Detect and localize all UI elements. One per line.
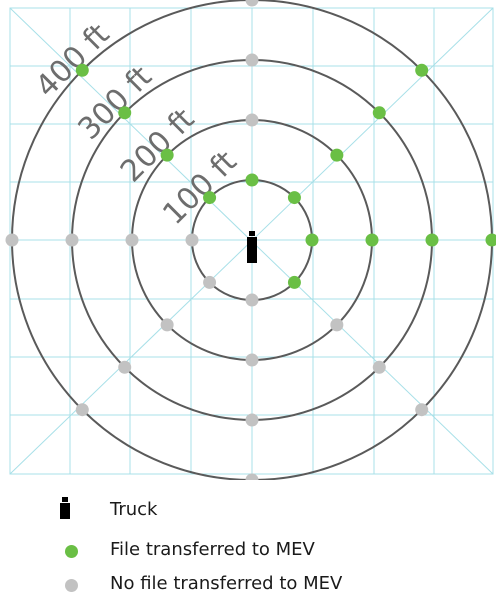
point-no-file-transferred [160, 318, 174, 332]
point-no-file-transferred [75, 403, 89, 417]
truck-icon [247, 231, 257, 263]
point-file-transferred [330, 148, 344, 162]
gray-dot-icon [65, 579, 78, 592]
point-file-transferred [287, 275, 301, 289]
point-no-file-transferred [245, 113, 259, 127]
point-no-file-transferred [245, 413, 259, 427]
point-no-file-transferred [372, 360, 386, 374]
point-file-transferred [75, 63, 89, 77]
point-no-file-transferred [65, 233, 79, 247]
point-no-file-transferred [245, 473, 259, 480]
point-file-transferred [203, 191, 217, 205]
measurement-points [5, 0, 496, 480]
point-file-transferred [485, 233, 496, 247]
legend-transferred: File transferred to MEV [60, 537, 480, 565]
legend-not-transferred: No file transferred to MEV [60, 571, 480, 599]
point-no-file-transferred [415, 403, 429, 417]
legend-truck-label: Truck [110, 499, 158, 520]
point-file-transferred [425, 233, 439, 247]
point-file-transferred [305, 233, 319, 247]
point-no-file-transferred [185, 233, 199, 247]
point-no-file-transferred [118, 360, 132, 374]
point-no-file-transferred [245, 53, 259, 67]
point-no-file-transferred [245, 293, 259, 307]
point-file-transferred [118, 106, 132, 120]
point-file-transferred [415, 63, 429, 77]
point-no-file-transferred [245, 353, 259, 367]
point-no-file-transferred [330, 318, 344, 332]
truck-legend-icon [60, 497, 82, 525]
legend-transferred-label: File transferred to MEV [110, 539, 315, 560]
point-no-file-transferred [203, 275, 217, 289]
point-no-file-transferred [125, 233, 139, 247]
point-file-transferred [245, 173, 259, 187]
point-no-file-transferred [5, 233, 19, 247]
legend-not-transferred-label: No file transferred to MEV [110, 573, 343, 594]
point-file-transferred [365, 233, 379, 247]
point-file-transferred [372, 106, 386, 120]
legend-truck: Truck [60, 497, 480, 525]
point-file-transferred [287, 191, 301, 205]
green-dot-icon [65, 545, 78, 558]
point-file-transferred [160, 148, 174, 162]
point-no-file-transferred [245, 0, 259, 7]
